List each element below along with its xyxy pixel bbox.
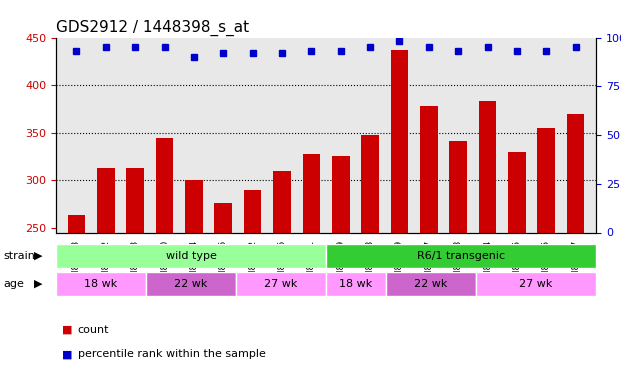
Text: percentile rank within the sample: percentile rank within the sample [78, 350, 266, 359]
FancyBboxPatch shape [326, 272, 386, 296]
Text: 27 wk: 27 wk [519, 279, 553, 289]
Text: ▶: ▶ [34, 279, 43, 289]
Bar [420, 106, 438, 232]
Bar [156, 138, 173, 232]
Text: 22 wk: 22 wk [175, 279, 207, 289]
FancyBboxPatch shape [476, 272, 596, 296]
Text: 22 wk: 22 wk [414, 279, 448, 289]
Text: ▶: ▶ [34, 251, 43, 261]
Text: 18 wk: 18 wk [340, 279, 373, 289]
FancyBboxPatch shape [146, 272, 236, 296]
FancyBboxPatch shape [236, 272, 326, 296]
Text: R6/1 transgenic: R6/1 transgenic [417, 251, 505, 261]
Bar [537, 128, 555, 232]
Text: ■: ■ [62, 350, 73, 359]
Text: count: count [78, 325, 109, 335]
Text: age: age [3, 279, 24, 289]
Bar [508, 152, 526, 232]
Text: 18 wk: 18 wk [84, 279, 117, 289]
FancyBboxPatch shape [56, 244, 326, 268]
Bar [361, 135, 379, 232]
Text: wild type: wild type [166, 251, 216, 261]
Bar [97, 168, 115, 232]
Bar [391, 50, 408, 232]
FancyBboxPatch shape [326, 244, 596, 268]
FancyBboxPatch shape [386, 272, 476, 296]
Text: strain: strain [3, 251, 35, 261]
Bar [450, 141, 467, 232]
Bar [126, 168, 144, 232]
Bar [567, 114, 584, 232]
Bar [479, 101, 496, 232]
Bar [273, 171, 291, 232]
Bar [244, 190, 261, 232]
Text: 27 wk: 27 wk [265, 279, 297, 289]
Bar [185, 180, 202, 232]
Bar [302, 153, 320, 232]
Bar [68, 215, 85, 232]
Text: GDS2912 / 1448398_s_at: GDS2912 / 1448398_s_at [56, 20, 249, 36]
FancyBboxPatch shape [56, 272, 146, 296]
Bar [332, 156, 350, 232]
Bar [214, 203, 232, 232]
Text: ■: ■ [62, 325, 73, 335]
